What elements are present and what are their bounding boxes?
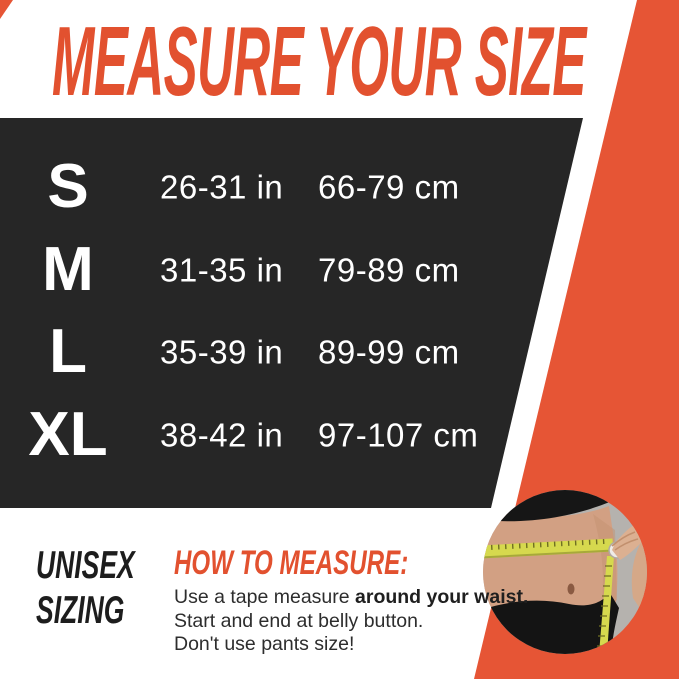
size-inches: 26-31 in: [160, 168, 284, 206]
size-centimeters: 79-89 cm: [318, 251, 460, 289]
size-centimeters: 89-99 cm: [318, 333, 460, 371]
instruction-line-1: Use a tape measure around your waist.: [174, 586, 528, 610]
size-label: L: [49, 317, 87, 386]
size-centimeters: 97-107 cm: [318, 416, 479, 454]
size-label: S: [47, 152, 89, 221]
table-row-m: M 31-35 in 79-89 cm: [0, 235, 520, 305]
measuring-instructions: Use a tape measure around your waist. St…: [174, 586, 528, 657]
instruction-line-1-bold: around your waist.: [355, 586, 529, 608]
page-title: MEASURE YOUR SIZE: [52, 6, 586, 116]
instruction-line-2: Start and end at belly button.: [174, 609, 424, 632]
table-row-s: S 26-31 in 66-79 cm: [0, 152, 520, 222]
size-inches: 35-39 in: [160, 333, 284, 371]
size-inches: 31-35 in: [160, 251, 284, 289]
instruction-line-1-normal: Use a tape measure: [174, 586, 356, 608]
size-centimeters: 66-79 cm: [318, 168, 460, 206]
unisex-line1: UNISEX: [36, 544, 135, 587]
unisex-line2: SIZING: [36, 589, 125, 632]
table-row-xl: XL 38-42 in 97-107 cm: [0, 400, 520, 470]
size-label: XL: [28, 400, 108, 469]
size-inches: 38-42 in: [160, 416, 284, 454]
table-row-l: L 35-39 in 89-99 cm: [0, 317, 520, 387]
corner-accent-triangle: [0, 0, 13, 19]
instruction-line-3: Don't use pants size!: [174, 633, 355, 655]
size-label: M: [42, 235, 94, 304]
unisex-sizing-label: UNISEX SIZING: [36, 543, 135, 633]
how-to-measure-heading: HOW TO MEASURE:: [174, 544, 409, 582]
